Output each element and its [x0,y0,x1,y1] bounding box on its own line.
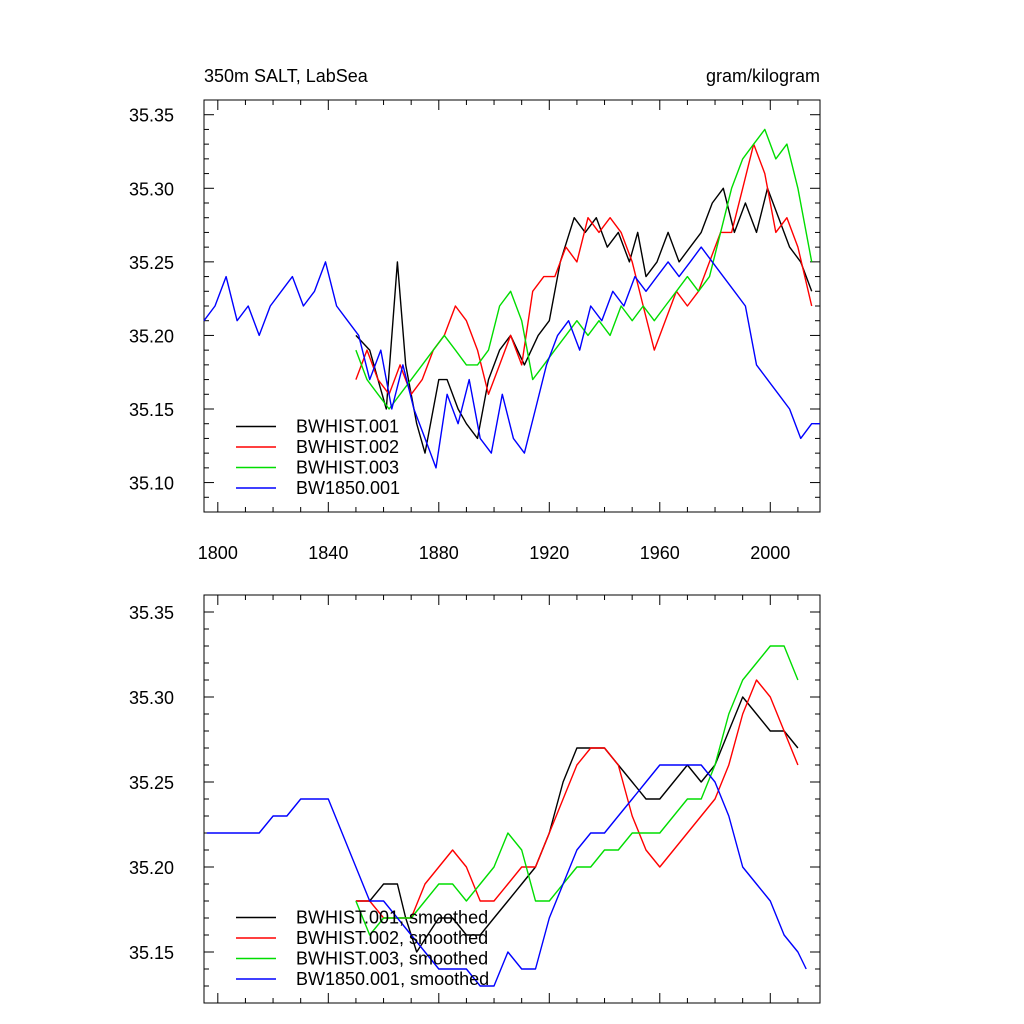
legend-label: BWHIST.003, smoothed [296,949,488,969]
x-tick-label: 1960 [640,543,680,563]
y-tick-label: 35.25 [129,253,174,273]
series-line [355,696,799,953]
y-tick-label: 35.30 [129,179,174,199]
legend-label: BWHIST.001, smoothed [296,908,488,928]
series-line [355,679,799,919]
series-line [355,645,799,936]
y-tick-label: 35.15 [129,400,174,420]
series-line [355,128,813,410]
y-tick-label: 35.15 [129,943,174,963]
x-tick-label: 1840 [308,543,348,563]
legend-label: BW1850.001, smoothed [296,969,489,989]
y-tick-label: 35.25 [129,773,174,793]
y-tick-label: 35.35 [129,106,174,126]
top-panel: 1800 1840 1880 1920 1960 2000 35.10 35.15 35.20 3… [129,99,821,563]
legend-label: BWHIST.002, smoothed [296,928,488,948]
y-tick-label: 35.10 [129,474,174,494]
legend-label: BWHIST.001 [296,417,399,437]
y-tick-label: 35.30 [129,688,174,708]
chart-title: 350m SALT, LabSea [204,66,369,86]
series-line [355,187,813,454]
y-tick-label: 35.35 [129,603,174,623]
x-tick-label: 1800 [198,543,238,563]
legend-label: BWHIST.002 [296,437,399,457]
series-line [206,764,807,987]
units-label: gram/kilogram [706,66,820,86]
y-tick-label: 35.20 [129,326,174,346]
x-tick-label: 1880 [419,543,459,563]
legend-label: BW1850.001 [296,478,400,498]
y-tick-label: 35.20 [129,858,174,878]
x-tick-label: 1920 [529,543,569,563]
x-tick-label: 2000 [750,543,790,563]
bottom-panel: 35.15 35.20 35.25 35.30 35.35 BWHIST.001, smo… [129,594,821,1004]
series-line [203,246,820,469]
series-line [355,143,813,395]
legend-label: BWHIST.003 [296,458,399,478]
